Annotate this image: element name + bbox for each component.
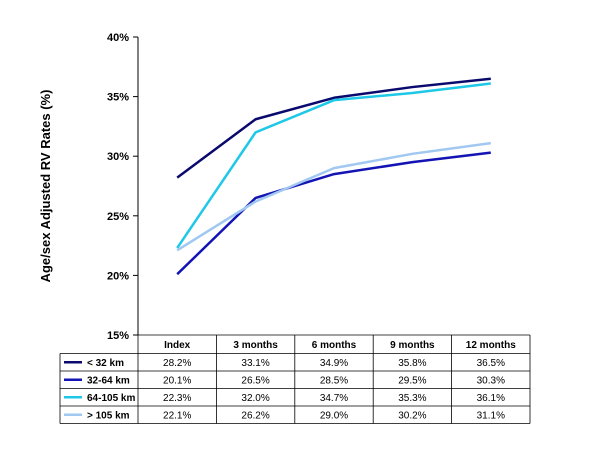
data-label: 35.3% <box>398 393 426 404</box>
data-label: 33.1% <box>241 358 269 369</box>
category-label: 6 months <box>312 340 357 351</box>
y-tick-label: 30% <box>107 151 129 163</box>
data-label: 22.1% <box>163 411 191 422</box>
y-tick-label: 40% <box>107 32 129 44</box>
category-label: Index <box>164 340 191 351</box>
y-axis-label: Age/sex Adjusted RV Rates (%) <box>38 90 53 283</box>
y-tick-label: 20% <box>107 270 129 282</box>
data-label: 28.2% <box>163 358 191 369</box>
category-label: 3 months <box>233 340 278 351</box>
data-label: 26.2% <box>241 411 269 422</box>
data-label: 30.3% <box>477 376 505 387</box>
category-label: 9 months <box>390 340 435 351</box>
category-label: 12 months <box>466 340 516 351</box>
data-table: Index 3 months 6 months 9 months 12 months < … <box>59 334 531 424</box>
data-label: 30.2% <box>398 411 426 422</box>
series-line <box>176 141 491 252</box>
series-line <box>176 82 491 249</box>
series-line <box>176 77 491 179</box>
data-label: 31.1% <box>477 411 505 422</box>
data-label: 28.5% <box>320 376 348 387</box>
data-label: 26.5% <box>241 376 269 387</box>
y-tick-label: 35% <box>107 92 129 104</box>
legend-label: < 32 km <box>87 358 124 369</box>
y-tick-label: 25% <box>107 211 129 223</box>
data-label: 34.7% <box>320 393 348 404</box>
data-label: 29.5% <box>398 376 426 387</box>
series-lines <box>176 77 491 276</box>
data-label: 36.5% <box>477 358 505 369</box>
legend-label: > 105 km <box>87 411 130 422</box>
legend-label: 32-64 km <box>87 376 130 387</box>
legend-label: 64-105 km <box>87 393 135 404</box>
data-label: 36.1% <box>477 393 505 404</box>
series-line <box>176 151 491 276</box>
data-label: 20.1% <box>163 376 191 387</box>
data-label: 34.9% <box>320 358 348 369</box>
data-label: 35.8% <box>398 358 426 369</box>
y-axis-ticks: 15% 20% 25% 30% 35% 40% <box>107 32 138 342</box>
data-label: 32.0% <box>241 393 269 404</box>
y-tick-label: 15% <box>107 330 129 342</box>
data-label: 29.0% <box>320 411 348 422</box>
data-label: 22.3% <box>163 393 191 404</box>
